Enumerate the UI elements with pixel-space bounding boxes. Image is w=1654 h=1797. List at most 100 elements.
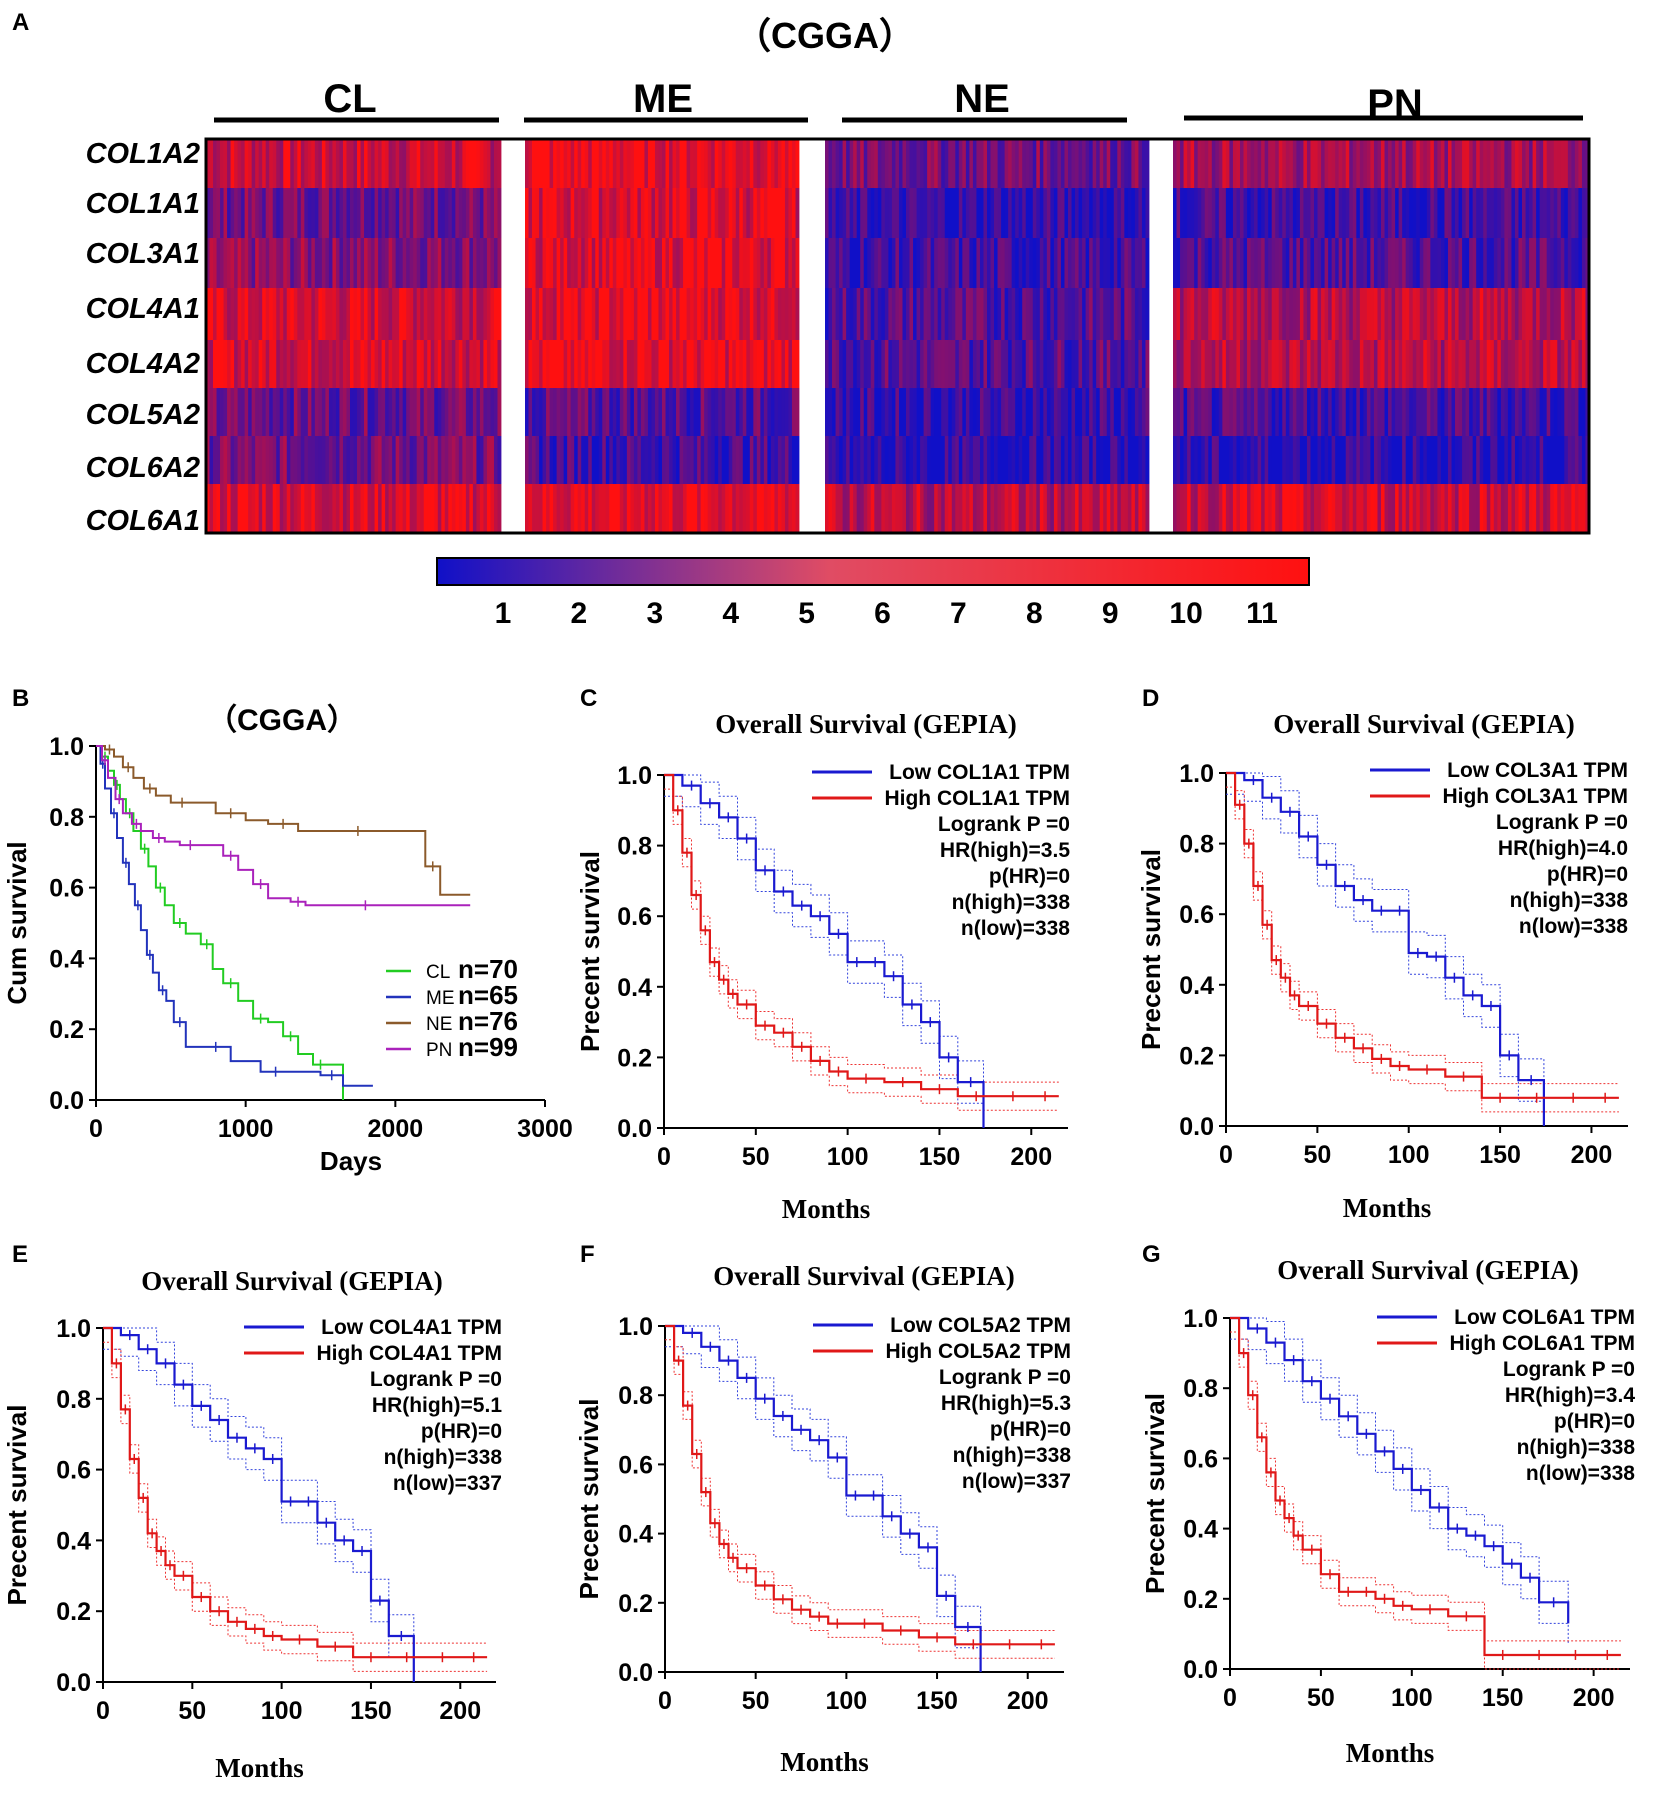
heatmap-cell bbox=[760, 288, 765, 340]
heatmap-cell bbox=[934, 388, 939, 436]
heatmap-cell bbox=[416, 436, 421, 484]
heatmap-cell bbox=[392, 188, 397, 238]
heatmap-cell bbox=[556, 484, 561, 533]
heatmap-cell bbox=[1075, 188, 1079, 238]
heatmap-cell bbox=[1543, 288, 1548, 340]
heatmap-cell bbox=[328, 436, 333, 484]
heatmap-cell bbox=[870, 436, 875, 484]
heatmap-cell bbox=[1278, 288, 1283, 340]
heatmap-cell bbox=[1419, 288, 1424, 340]
y-axis-label: Precent survival bbox=[1140, 1393, 1170, 1594]
heatmap-cell bbox=[1388, 139, 1392, 188]
heatmap-cell bbox=[556, 340, 561, 388]
heatmap-cell bbox=[867, 340, 872, 388]
heatmap-cell bbox=[1500, 139, 1505, 188]
heatmap-cell bbox=[1377, 288, 1382, 340]
heatmap-cell bbox=[1366, 484, 1371, 533]
heatmap-cell bbox=[1190, 188, 1195, 238]
heatmap-cell bbox=[987, 288, 991, 340]
heatmap-cell bbox=[651, 484, 656, 533]
heatmap-cell bbox=[1458, 388, 1463, 436]
heatmap-cell bbox=[1271, 484, 1276, 533]
heatmap-cell bbox=[409, 288, 414, 340]
heatmap-cell bbox=[402, 139, 407, 188]
heatmap-cell bbox=[1578, 139, 1583, 188]
y-tick-label: 0.8 bbox=[56, 1386, 91, 1414]
heatmap-cell bbox=[227, 388, 231, 436]
heatmap-cell bbox=[286, 388, 291, 436]
heatmap-cell bbox=[874, 288, 879, 340]
heatmap-cell bbox=[1529, 340, 1533, 388]
heatmap-cell bbox=[1370, 139, 1375, 188]
heatmap-cell bbox=[672, 288, 677, 340]
heatmap-cell bbox=[1043, 238, 1048, 288]
heatmap-cell bbox=[1106, 388, 1111, 436]
heatmap-cell bbox=[1082, 484, 1087, 533]
heatmap-cell bbox=[1075, 388, 1079, 436]
heatmap-cell bbox=[1398, 139, 1403, 188]
heatmap-cell bbox=[448, 188, 453, 238]
heatmap-cell bbox=[906, 288, 910, 340]
heatmap-cell bbox=[1370, 484, 1375, 533]
heatmap-cell bbox=[1239, 238, 1244, 288]
heatmap-cell bbox=[955, 288, 960, 340]
heatmap-cell bbox=[1215, 436, 1220, 484]
heatmap-cell bbox=[853, 436, 858, 484]
heatmap-cell bbox=[1190, 340, 1195, 388]
heatmap-cell bbox=[707, 484, 712, 533]
heatmap-cell bbox=[328, 188, 333, 238]
heatmap-cell bbox=[976, 340, 981, 388]
heatmap-cell bbox=[884, 139, 889, 188]
heatmap-cell bbox=[1282, 238, 1287, 288]
heatmap-cell bbox=[237, 388, 242, 436]
heatmap-cell bbox=[1289, 238, 1294, 288]
heatmap-cell bbox=[1015, 484, 1020, 533]
heatmap-cell bbox=[941, 139, 946, 188]
heatmap-cell bbox=[598, 436, 603, 484]
heatmap-cell bbox=[1455, 288, 1459, 340]
heatmap-cell bbox=[1138, 436, 1143, 484]
heatmap-cell bbox=[884, 288, 889, 340]
heatmap-cell bbox=[842, 340, 847, 388]
heatmap-cell bbox=[420, 484, 425, 533]
heatmap-cell bbox=[605, 288, 610, 340]
heatmap-cell bbox=[1001, 188, 1006, 238]
heatmap-cell bbox=[1500, 388, 1505, 436]
heatmap-cell bbox=[237, 436, 242, 484]
heatmap-cell bbox=[1211, 340, 1216, 388]
heatmap-cell bbox=[976, 436, 981, 484]
heatmap-cell bbox=[1187, 238, 1192, 288]
heatmap-cell bbox=[651, 288, 656, 340]
heatmap-cell bbox=[1310, 188, 1315, 238]
heatmap-cell bbox=[1103, 288, 1108, 340]
x-tick-label: 150 bbox=[350, 1697, 392, 1725]
heatmap-cell bbox=[262, 288, 267, 340]
heatmap-cell bbox=[1296, 188, 1301, 238]
heatmap-cell bbox=[1036, 139, 1041, 188]
heatmap-cell bbox=[1455, 436, 1459, 484]
heatmap-cell bbox=[462, 139, 467, 188]
heatmap-cell bbox=[863, 238, 868, 288]
heatmap-cell bbox=[997, 484, 1002, 533]
heatmap-cell bbox=[1381, 238, 1385, 288]
heatmap-cell bbox=[490, 188, 495, 238]
heatmap-cell bbox=[658, 288, 663, 340]
y-tick-label: 0.8 bbox=[617, 833, 652, 861]
heatmap-cell bbox=[1388, 238, 1392, 288]
heatmap-cell bbox=[1113, 139, 1118, 188]
heatmap-cell bbox=[1514, 340, 1519, 388]
heatmap-cell bbox=[1416, 188, 1421, 238]
heatmap-cell bbox=[535, 436, 540, 484]
heatmap-cell bbox=[735, 188, 740, 238]
heatmap-cell bbox=[244, 288, 249, 340]
heatmap-cell bbox=[1571, 288, 1576, 340]
heatmap-cell bbox=[434, 238, 439, 288]
heatmap-cell bbox=[1043, 436, 1048, 484]
heatmap-cell bbox=[497, 139, 502, 188]
heatmap-cell bbox=[1232, 388, 1237, 436]
heatmap-cell bbox=[874, 436, 879, 484]
heatmap-cell bbox=[895, 288, 900, 340]
heatmap-cell bbox=[756, 340, 761, 388]
heatmap-cell bbox=[683, 484, 687, 533]
